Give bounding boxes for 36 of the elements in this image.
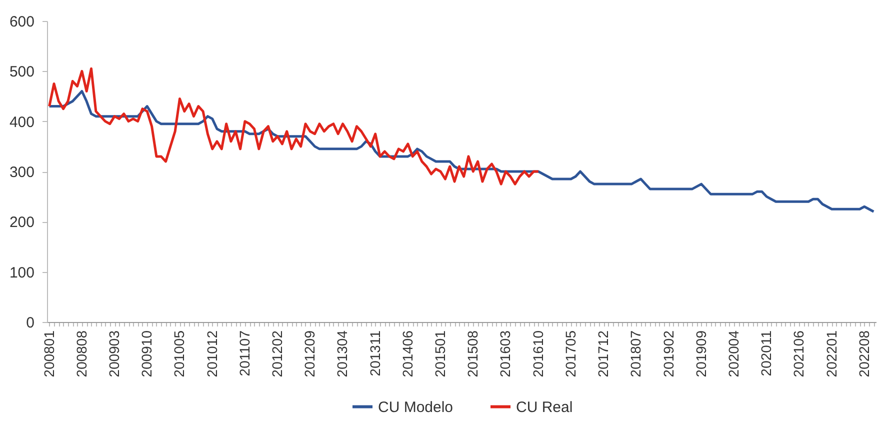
x-tick-label: 202201 bbox=[823, 330, 840, 378]
x-tick-label: 201610 bbox=[530, 330, 546, 378]
x-tick-label: 201304 bbox=[334, 330, 350, 378]
x-tick-label: 201202 bbox=[269, 330, 286, 378]
y-tick-label: 200 bbox=[9, 214, 34, 232]
y-tick-label: 400 bbox=[9, 114, 34, 131]
legend-label: CU Real bbox=[516, 398, 573, 416]
x-tick-label: 201501 bbox=[432, 330, 448, 378]
x-tick-label: 201209 bbox=[302, 330, 318, 378]
y-tick-label: 0 bbox=[26, 314, 34, 332]
x-tick-label: 201012 bbox=[204, 330, 220, 378]
line-series bbox=[48, 67, 540, 186]
x-tick-label: 200801 bbox=[40, 330, 57, 378]
y-tick-label: 100 bbox=[9, 264, 34, 282]
x-tick-label: 201712 bbox=[595, 330, 612, 378]
x-tick-label: 200910 bbox=[138, 330, 155, 378]
x-tick-label: 202106 bbox=[790, 330, 807, 378]
x-tick-label: 201807 bbox=[628, 330, 644, 378]
x-tick-label: 201005 bbox=[171, 330, 188, 378]
x-tick-label: 201603 bbox=[497, 330, 514, 378]
legend-label: CU Modelo bbox=[378, 398, 454, 416]
y-tick-label: 500 bbox=[9, 64, 34, 81]
x-tick-label: 201508 bbox=[464, 330, 481, 378]
x-tick-label: 202208 bbox=[856, 330, 872, 378]
x-tick-label: 202011 bbox=[758, 330, 774, 376]
x-tick-label: 201107 bbox=[236, 330, 252, 376]
y-tick-label: 300 bbox=[9, 164, 34, 181]
x-tick-label: 201705 bbox=[562, 330, 578, 378]
y-tick-label: 600 bbox=[9, 14, 34, 30]
x-tick-label: 200808 bbox=[73, 330, 90, 378]
x-tick-label: 201909 bbox=[692, 330, 709, 378]
x-tick-label: 202004 bbox=[725, 330, 742, 378]
x-tick-label: 201311 bbox=[366, 330, 383, 376]
x-tick-label: 201406 bbox=[399, 330, 416, 378]
x-tick-label: 200903 bbox=[106, 330, 122, 378]
x-tick-label: 201902 bbox=[660, 330, 676, 378]
